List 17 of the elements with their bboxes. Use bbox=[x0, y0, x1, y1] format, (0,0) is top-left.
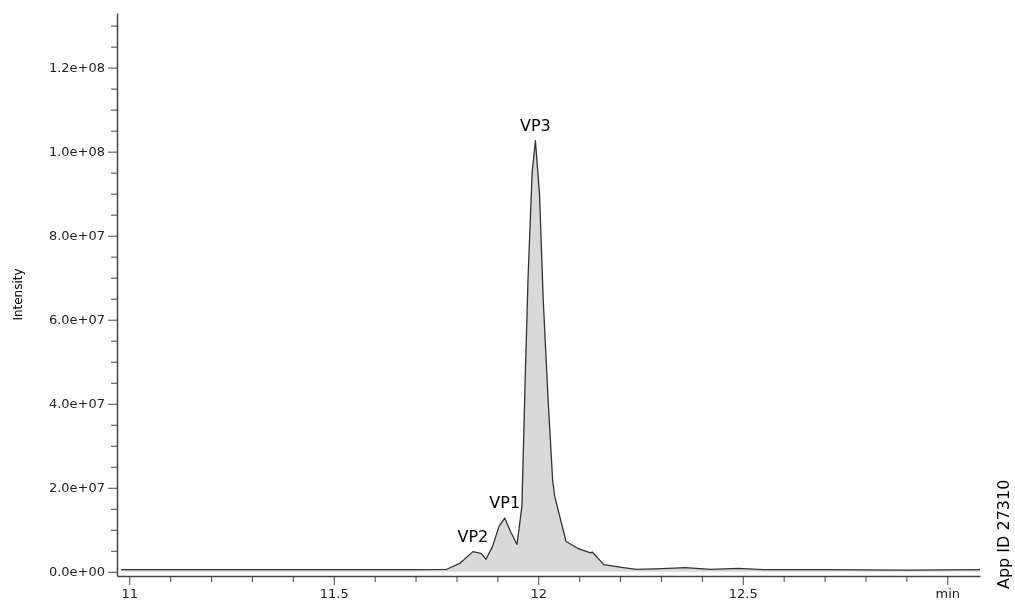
y-tick-label: 6.0e+07 bbox=[48, 312, 105, 328]
y-axis-title: Intensity bbox=[11, 268, 25, 321]
annotation: VP1 bbox=[489, 493, 521, 513]
x-tick-label: 11 bbox=[121, 586, 139, 602]
annotation: VP3 bbox=[520, 115, 551, 135]
y-tick-label: 4.0e+07 bbox=[48, 396, 105, 412]
x-tick-label: 12.5 bbox=[728, 586, 758, 602]
x-tick-label: min bbox=[935, 586, 961, 602]
x-tick-label: 11.5 bbox=[319, 586, 349, 602]
y-tick-label: 2.0e+07 bbox=[48, 480, 105, 496]
text: App ID 27310 bbox=[994, 479, 1013, 589]
y-tick-label: 1.0e+08 bbox=[48, 144, 105, 160]
y-tick-label: 8.0e+07 bbox=[48, 228, 105, 244]
y-tick-label: 1.2e+08 bbox=[48, 60, 105, 76]
annotation: VP2 bbox=[457, 526, 489, 546]
y-tick-label: 0.0e+00 bbox=[48, 564, 105, 580]
x-tick-label: 12 bbox=[530, 586, 548, 602]
